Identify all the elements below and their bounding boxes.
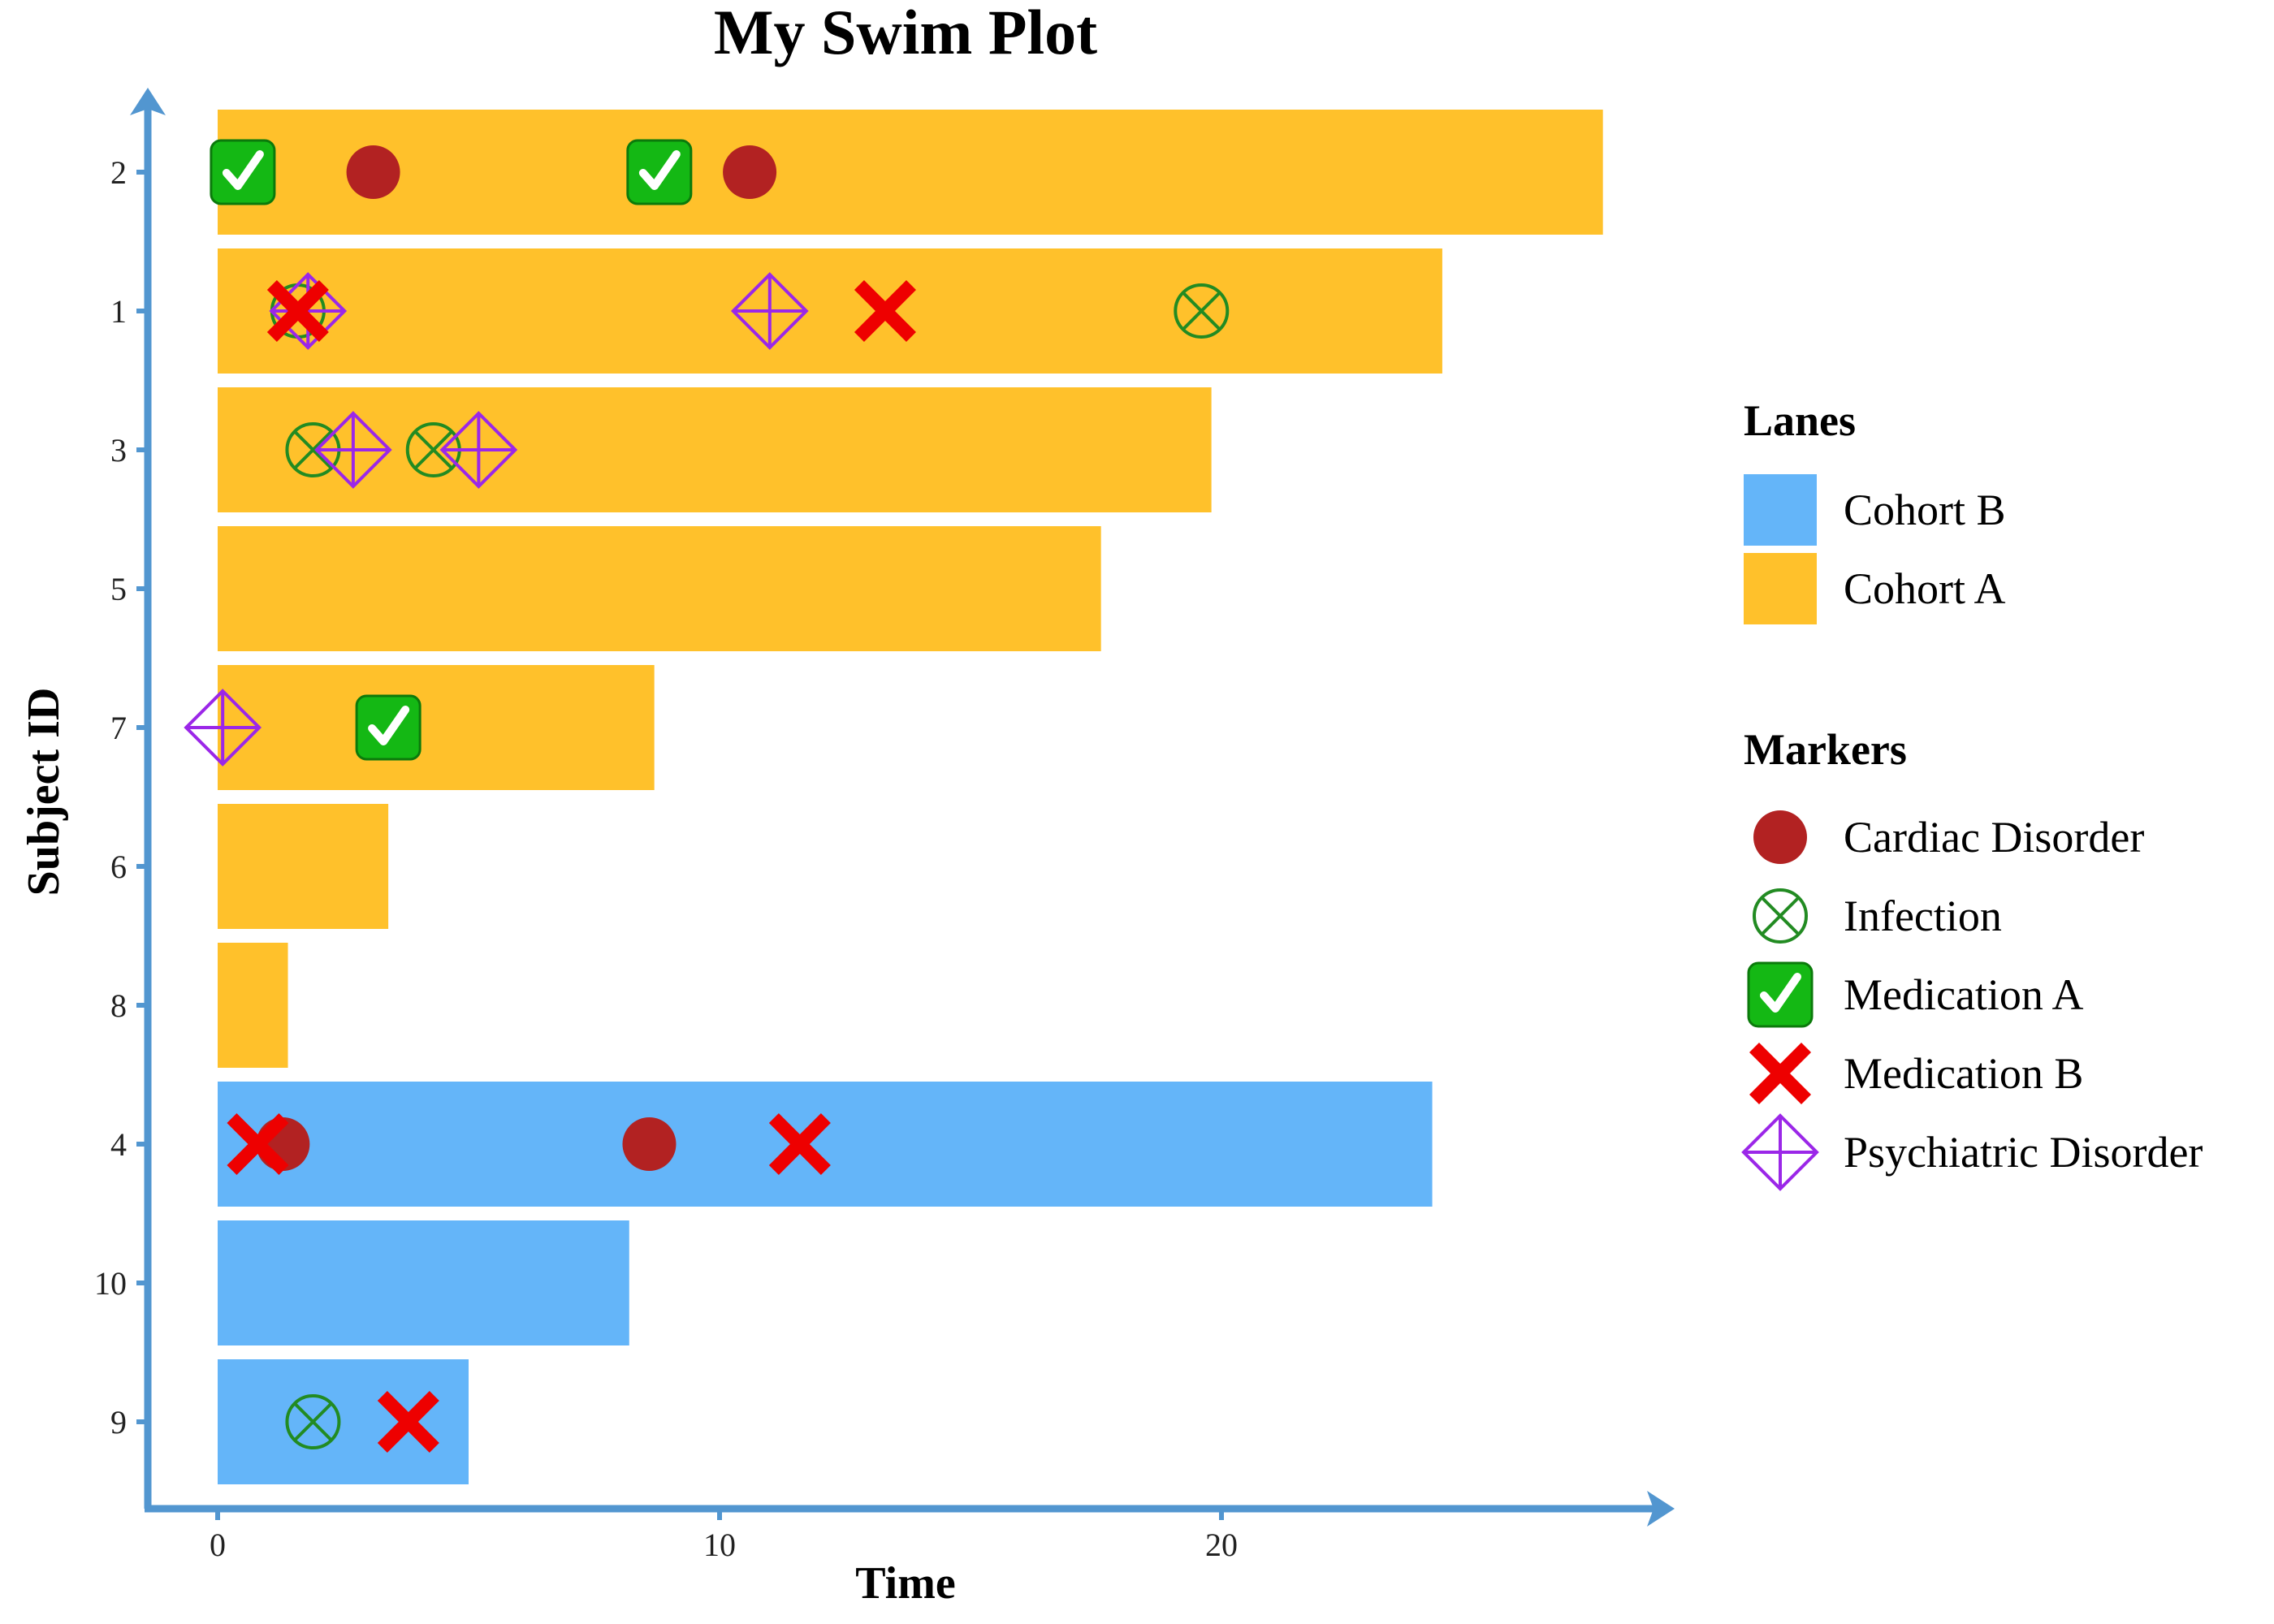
lane-subject-6 [218,804,389,929]
legend-icon-medication-a [1747,961,1814,1028]
lane-subject-10 [218,1220,629,1345]
lane-subject-5 [218,526,1101,651]
y-tick-label-6: 6 [110,849,127,885]
legend-label-psychiatric-disorder: Psychiatric Disorder [1844,1128,2203,1177]
lane-subject-1 [218,248,1442,374]
y-tick-label-4: 4 [110,1126,127,1163]
marker-medication-b-subject-4 [768,1112,831,1176]
lane-subject-8 [218,943,288,1068]
marker-medication-a-subject-2 [626,139,693,205]
x-axis-arrow [1647,1491,1675,1527]
lanes-layer [218,110,1603,1484]
legend-icon-medication-b [1749,1042,1812,1105]
legend: Lanes Markers Cohort B Cohort A Cardiac Di… [1741,396,2203,1191]
y-tick-label-7: 7 [110,710,127,746]
marker-psychiatric-disorder-subject-3 [439,411,518,489]
y-tick-label-8: 8 [110,987,127,1024]
y-axis-arrow [130,88,166,115]
y-tick-label-1: 1 [110,293,127,330]
marker-cardiac-disorder-subject-2 [346,145,400,199]
legend-swatch-cohort-b [1744,474,1817,546]
lane-subject-2 [218,110,1603,235]
lane-subject-4 [218,1082,1433,1207]
x-tick-label-0: 0 [210,1527,226,1563]
legend-label-medication-b: Medication B [1844,1049,2083,1098]
marker-psychiatric-disorder-subject-7 [184,689,262,767]
marker-infection-subject-9 [285,1394,341,1449]
marker-cardiac-disorder-subject-2 [723,145,777,199]
y-tick-label-9: 9 [110,1404,127,1440]
marker-medication-b-subject-4 [227,1112,289,1176]
y-tick-label-5: 5 [110,571,127,607]
x-tick-label-20: 20 [1205,1527,1238,1563]
x-tick-label-10: 10 [703,1527,736,1563]
axes-layer: 2 1 3 5 7 6 8 4 10 9 0 10 20 [94,88,1675,1563]
x-axis-title: Time [855,1558,955,1609]
lane-subject-7 [218,665,655,790]
y-tick-label-2: 2 [110,154,127,191]
marker-medication-b-subject-1 [854,279,916,343]
legend-markers-title: Markers [1744,725,1907,774]
marker-infection-subject-1 [1174,283,1230,339]
legend-icon-psychiatric-disorder [1741,1113,1819,1191]
marker-medication-b-subject-9 [377,1390,439,1453]
y-tick-label-10: 10 [94,1265,127,1302]
legend-icon-cardiac-disorder [1753,810,1807,864]
legend-label-medication-a: Medication A [1844,970,2083,1019]
legend-label-infection: Infection [1844,892,2002,940]
marker-medication-a-subject-2 [210,139,276,205]
legend-lanes-title: Lanes [1744,396,1856,445]
marker-medication-a-subject-7 [355,694,422,761]
chart-title: My Swim Plot [714,0,1097,67]
lane-subject-9 [218,1359,469,1484]
marker-medication-b-subject-1 [266,279,329,343]
marker-cardiac-disorder-subject-4 [622,1117,677,1171]
marker-psychiatric-disorder-subject-3 [314,411,392,489]
legend-swatch-cohort-a [1744,553,1817,624]
markers-layer [184,139,1230,1453]
legend-label-cardiac-disorder: Cardiac Disorder [1844,813,2144,862]
y-tick-label-3: 3 [110,432,127,469]
legend-label-cohort-b: Cohort B [1844,486,2006,534]
y-axis-title: Subject ID [19,688,69,896]
legend-icon-infection [1753,888,1808,944]
legend-label-cohort-a: Cohort A [1844,564,2006,613]
marker-psychiatric-disorder-subject-1 [730,272,809,350]
